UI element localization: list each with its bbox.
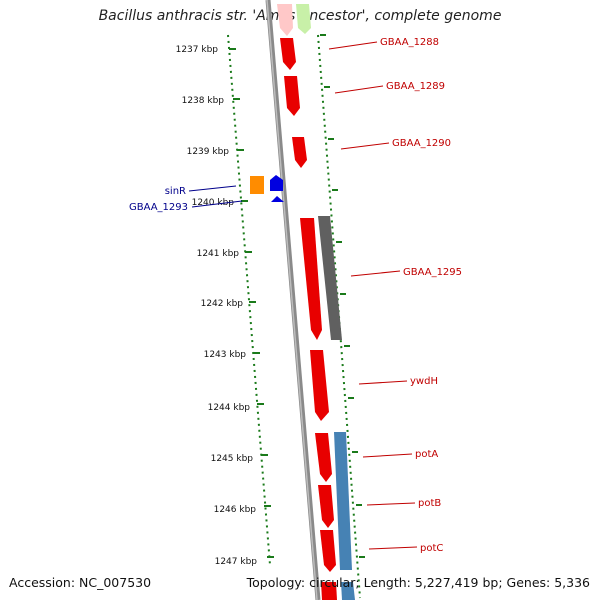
gene-label[interactable]: ywdH [410, 376, 438, 387]
tick-label: 1246 kbp [214, 505, 257, 515]
gene-blue-bottom[interactable] [341, 582, 355, 600]
gene-arrow-faded-green[interactable] [296, 4, 311, 34]
tick-label: 1240 kbp [192, 198, 235, 208]
coordinate-ticks: 1237 kbp 1238 kbp 1239 kbp 1240 kbp 1241… [176, 45, 274, 567]
gene-label[interactable]: potA [415, 449, 438, 460]
gene-label[interactable]: GBAA_1288 [380, 37, 439, 48]
tick-label: 1237 kbp [176, 45, 219, 55]
gene-arrow-pota[interactable] [315, 433, 332, 482]
gene-arrow-gbaa-1288[interactable] [280, 38, 296, 70]
tick-label: 1239 kbp [187, 147, 230, 157]
genome-summary-text: Topology: circular; Length: 5,227,419 bp… [246, 575, 590, 590]
gene-arrow-gbaa-1290[interactable] [292, 137, 307, 168]
gene-sinr-orange[interactable] [250, 176, 264, 194]
gene-arrow-ywdh[interactable] [310, 350, 329, 421]
gene-arrow-red-long[interactable] [300, 218, 322, 340]
gene-label[interactable]: potB [418, 498, 441, 509]
gene-gbaa-1295-gray[interactable] [318, 216, 342, 340]
gene-arrow-faded[interactable] [277, 4, 293, 36]
gene-label[interactable]: GBAA_1295 [403, 267, 462, 278]
genome-backbone [265, 0, 321, 600]
gene-label[interactable]: sinR [165, 186, 186, 197]
gene-arrow-potc[interactable] [320, 530, 336, 572]
tick-label: 1245 kbp [211, 454, 254, 464]
outer-right-ticks [320, 34, 365, 558]
leader-lines-right [328, 41, 418, 550]
tick-label: 1247 kbp [215, 557, 258, 567]
outer-left-guide [227, 34, 271, 566]
tick-label: 1243 kbp [204, 350, 247, 360]
gene-arrow-bottom[interactable] [321, 582, 337, 600]
gene-arrow-gbaa-1289[interactable] [284, 76, 300, 116]
tick-label: 1242 kbp [201, 299, 244, 309]
tick-label: 1241 kbp [197, 249, 240, 259]
gene-label[interactable]: GBAA_1289 [386, 81, 445, 92]
gene-arrow-potb[interactable] [318, 485, 334, 528]
gene-arrow-reverse-small[interactable] [271, 196, 284, 202]
gene-blue-feature[interactable] [334, 432, 352, 570]
gene-label[interactable]: GBAA_1293 [129, 202, 188, 213]
gene-label[interactable]: potC [420, 543, 443, 554]
gene-label[interactable]: GBAA_1290 [392, 138, 451, 149]
tick-label: 1244 kbp [208, 403, 251, 413]
leader-lines-left [188, 185, 243, 208]
tick-label: 1238 kbp [182, 96, 225, 106]
genome-backbone-highlight [266, 0, 318, 600]
accession-text: Accession: NC_007530 [9, 575, 152, 590]
gene-arrow-gbaa-1293[interactable] [270, 175, 283, 191]
